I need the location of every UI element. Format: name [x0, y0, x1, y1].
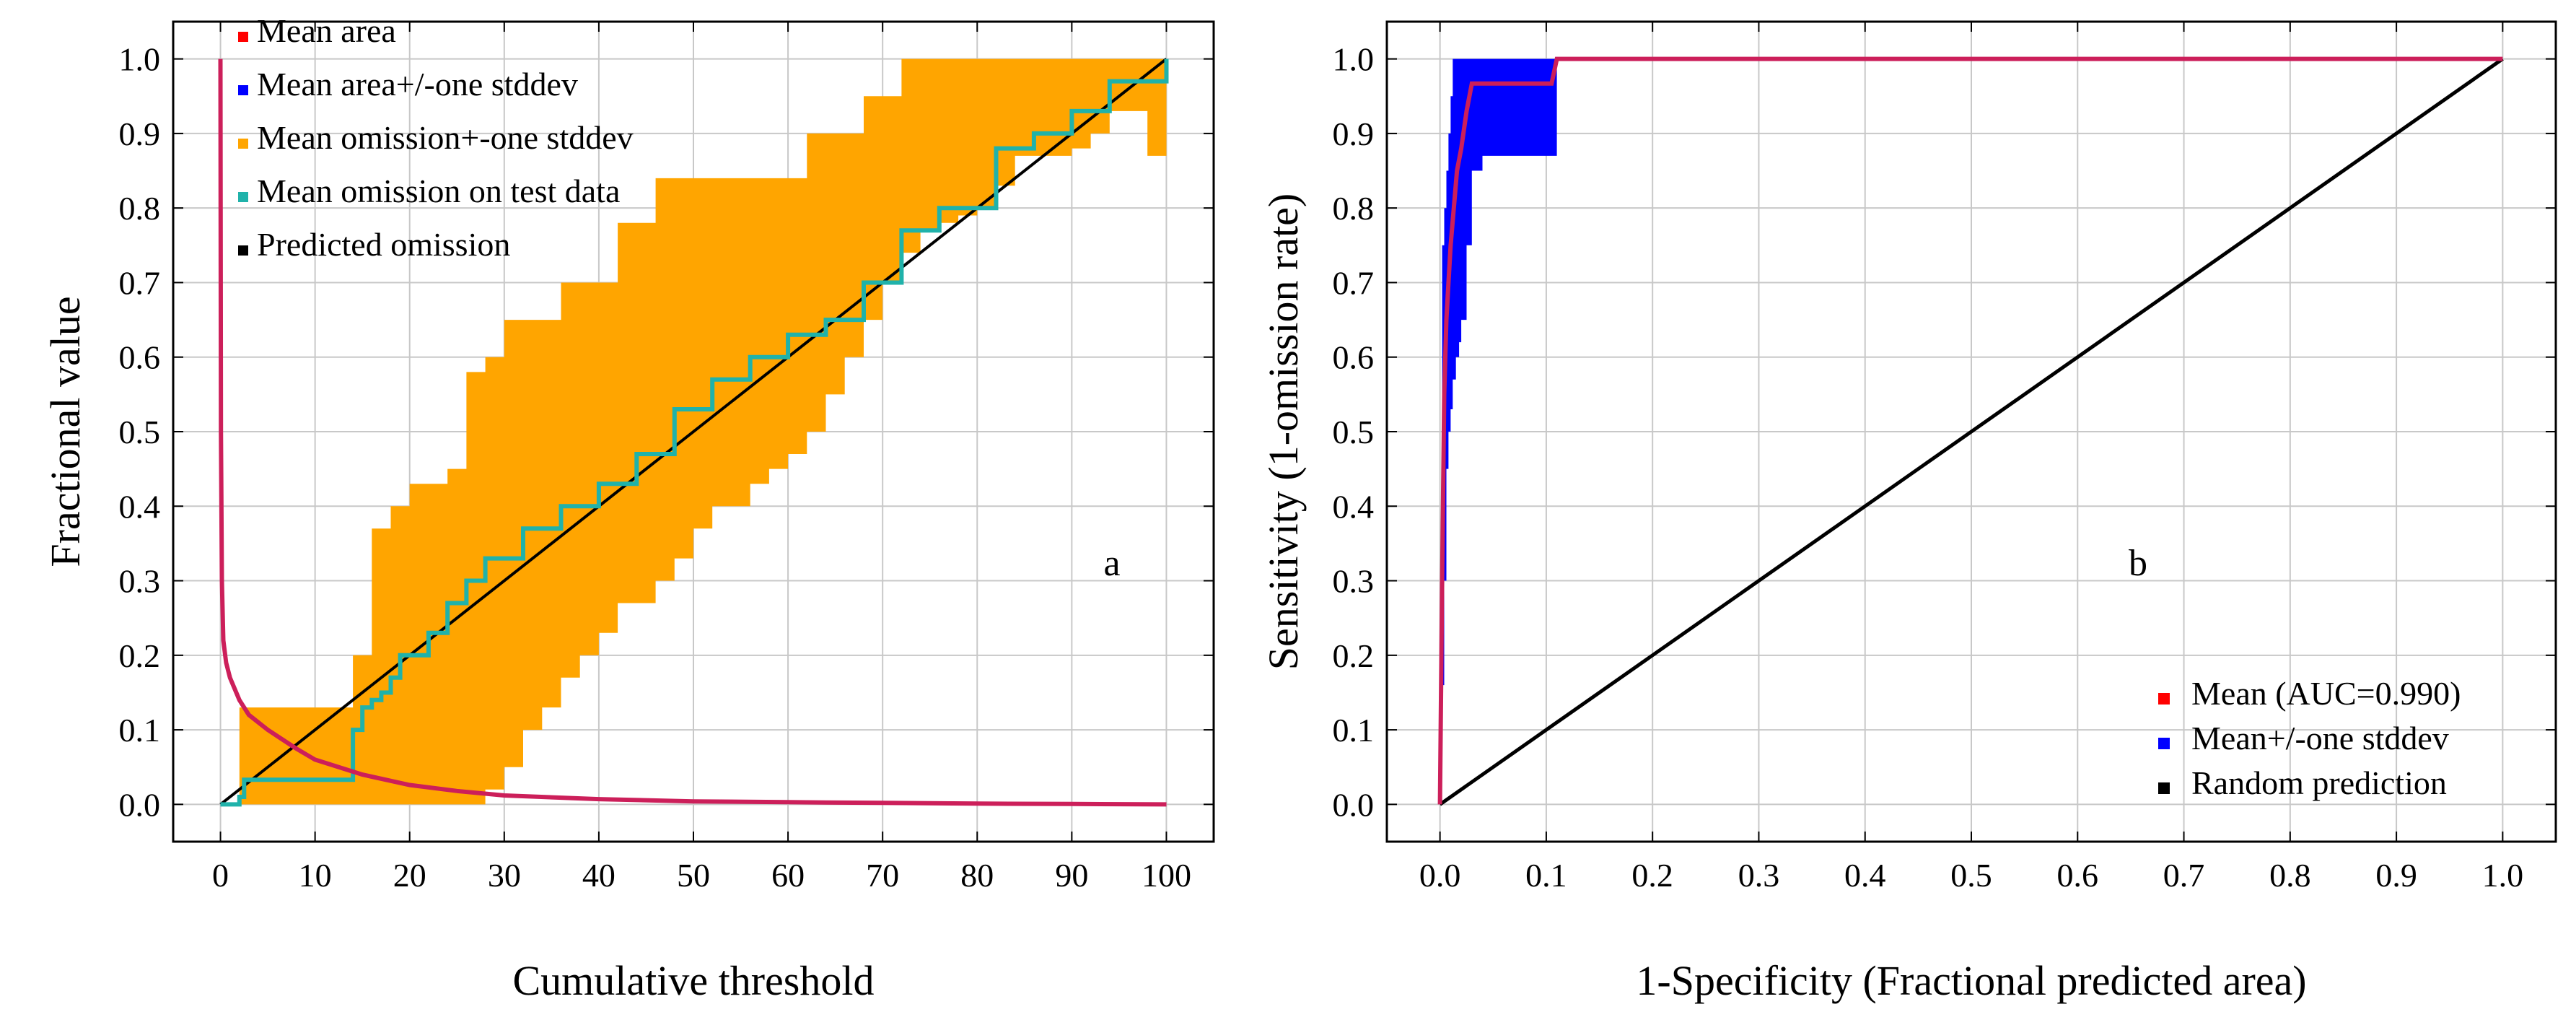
lines-a [218, 58, 1169, 807]
legend-label: Mean area [257, 12, 396, 49]
legend-label: Mean area+/-one stddev [257, 66, 578, 102]
x-tick-label: 0.5 [1950, 857, 1992, 894]
y-tick-label: 0.9 [119, 115, 161, 152]
x-tick-label: 0.1 [1525, 857, 1567, 894]
x-tick-label: 40 [582, 857, 615, 894]
y-tick-label: 0.4 [1333, 488, 1375, 525]
grid-b [1387, 22, 2556, 842]
mean-area-line [218, 58, 1167, 807]
panel-b: 0.0 0.1 0.2 0.3 0.4 0.5 0.6 0.7 0.8 0.9 1.0 0.0 0.1… [1260, 20, 2557, 1004]
legend-a: Mean area Mean area+/-one stddev Mean omis… [238, 12, 634, 263]
legend-swatch [2158, 693, 2170, 705]
y-tick-label: 0.2 [1333, 637, 1375, 674]
x-tick-label: 0.2 [1631, 857, 1673, 894]
y-tick-label: 0.8 [1333, 190, 1375, 227]
y-tick-label: 0.2 [119, 637, 161, 674]
legend-label: Random prediction [2191, 764, 2447, 801]
y-tick-label: 0.4 [119, 488, 161, 525]
x-tick-label: 100 [1142, 857, 1191, 894]
y-tick-label: 0.3 [119, 563, 161, 600]
legend-label: Predicted omission [257, 226, 510, 263]
y-axis-label-a: Fractional value [42, 296, 89, 567]
lines-b [1437, 56, 2504, 806]
y-ticks-a: 0.0 0.1 0.2 0.3 0.4 0.5 0.6 0.7 0.8 0.9 1.0 [119, 41, 1214, 823]
y-tick-label: 0.5 [1333, 414, 1375, 450]
x-tick-label: 0.0 [1419, 857, 1461, 894]
legend-swatch [2158, 782, 2170, 794]
legend-swatch [238, 32, 248, 42]
legend-label: Mean omission on test data [257, 173, 620, 209]
legend-b: Mean (AUC=0.990) Mean+/-one stddev Random … [2158, 675, 2461, 801]
y-tick-label: 0.1 [1333, 712, 1375, 749]
legend-label: Mean omission+-one stddev [257, 119, 634, 156]
x-tick-label: 70 [866, 857, 899, 894]
x-tick-label: 20 [393, 857, 426, 894]
x-axis-label-b: 1-Specificity (Fractional predicted area… [1636, 957, 2306, 1004]
x-tick-label: 0.9 [2375, 857, 2417, 894]
x-tick-label: 30 [488, 857, 521, 894]
panel-letter-a: a [1103, 543, 1120, 584]
mean-roc-line [1437, 56, 2503, 805]
y-tick-label: 0.8 [119, 190, 161, 227]
y-axis-label-b: Sensitivity (1-omission rate) [1260, 193, 1307, 671]
panel-letter-b: b [2129, 543, 2147, 584]
x-tick-label: 50 [677, 857, 710, 894]
y-tick-label: 0.7 [119, 264, 161, 301]
x-tick-label: 0.3 [1738, 857, 1780, 894]
x-axis-label-a: Cumulative threshold [513, 957, 875, 1004]
x-tick-label: 1.0 [2482, 857, 2524, 894]
y-tick-label: 1.0 [1333, 41, 1375, 78]
legend-swatch [238, 192, 248, 202]
y-tick-label: 0.1 [119, 712, 161, 749]
y-tick-label: 0.6 [119, 339, 161, 376]
x-tick-label: 0.7 [2163, 857, 2205, 894]
random-prediction-line [1439, 57, 2504, 806]
x-ticks-b: 0.0 0.1 0.2 0.3 0.4 0.5 0.6 0.7 0.8 0.9 1.0 [1419, 22, 2523, 894]
y-tick-label: 0.3 [1333, 563, 1375, 600]
y-tick-label: 0.6 [1333, 339, 1375, 376]
legend-swatch [238, 85, 248, 95]
y-tick-label: 0.7 [1333, 264, 1375, 301]
y-tick-label: 0.0 [1333, 786, 1375, 823]
std-band-b [1440, 58, 2503, 805]
mean-omission-line [220, 58, 1169, 807]
x-tick-label: 0 [212, 857, 229, 894]
legend-label: Mean+/-one stddev [2191, 720, 2449, 756]
roc-std-band [1440, 58, 2503, 805]
y-tick-label: 0.9 [1333, 115, 1375, 152]
x-tick-label: 0.4 [1844, 857, 1886, 894]
x-ticks-a: 0 10 20 30 40 50 60 70 80 90 100 [212, 22, 1191, 894]
y-tick-label: 1.0 [119, 41, 161, 78]
legend-swatch [2158, 738, 2170, 749]
x-tick-label: 10 [299, 857, 332, 894]
legend-swatch [238, 139, 248, 149]
y-ticks-b: 0.0 0.1 0.2 0.3 0.4 0.5 0.6 0.7 0.8 0.9 1.0 [1333, 41, 2556, 823]
x-tick-label: 0.8 [2269, 857, 2311, 894]
y-tick-label: 0.5 [119, 414, 161, 450]
predicted-omission-line [219, 58, 1167, 806]
x-tick-label: 90 [1055, 857, 1088, 894]
x-tick-label: 0.6 [2057, 857, 2099, 894]
legend-label: Mean (AUC=0.990) [2191, 675, 2461, 712]
panel-a: 0 10 20 30 40 50 60 70 80 90 100 0.00.10.20.30.40.… [42, 12, 1215, 1004]
x-tick-label: 80 [960, 857, 994, 894]
x-tick-label: 60 [771, 857, 805, 894]
legend-swatch [238, 245, 248, 256]
y-tick-label: 0.0 [119, 786, 161, 823]
